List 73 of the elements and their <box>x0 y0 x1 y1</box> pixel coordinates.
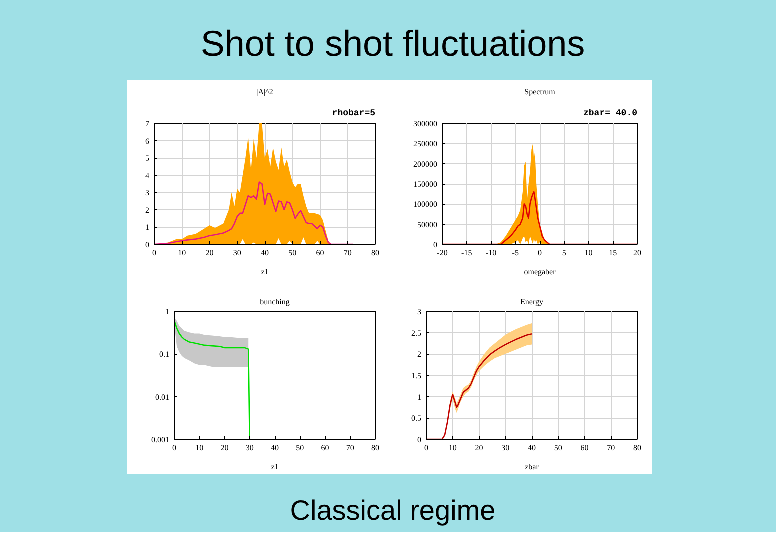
x-tick-label: 30 <box>233 248 242 258</box>
x-tick-label: 20 <box>206 248 214 258</box>
x-tick-label: 10 <box>196 444 204 452</box>
x-tick-label: -10 <box>486 248 497 258</box>
x-tick-label: 60 <box>316 248 324 258</box>
text: Classical regime <box>290 494 496 528</box>
y-tick-label: 0 <box>146 240 150 250</box>
chart-title: |A|^2 <box>256 88 274 96</box>
x-tick-label: 15 <box>609 248 618 258</box>
x-axis-title: z1 <box>261 268 269 276</box>
text: rhobar=5 <box>332 108 376 118</box>
x-tick-label: 50 <box>554 444 562 452</box>
x-tick-label: 80 <box>372 444 380 452</box>
x-tick-label: 80 <box>372 248 380 258</box>
y-tick-label: 0.01 <box>156 392 170 402</box>
y-tick-label: 300000 <box>414 120 438 128</box>
y-tick-label: 3 <box>418 308 422 316</box>
y-tick-label: 0.5 <box>412 414 422 424</box>
y-tick-label: 1 <box>166 308 170 316</box>
y-tick-label: 2 <box>418 350 422 360</box>
chart-title: Spectrum <box>524 88 556 96</box>
x-tick-label: 80 <box>634 444 642 452</box>
text: Shot to shot fluctuations <box>200 22 586 66</box>
x-axis-title: z1 <box>271 462 279 472</box>
y-tick-label: 100000 <box>414 200 438 210</box>
y-tick-label: 0.001 <box>152 436 170 444</box>
x-tick-label: 0 <box>172 444 176 452</box>
x-tick-label: -15 <box>462 248 472 258</box>
x-tick-label: 50 <box>288 248 297 258</box>
x-tick-label: 10 <box>178 248 186 258</box>
chart-title: bunching <box>260 298 290 306</box>
x-tick-label: 50 <box>296 444 304 452</box>
y-tick-label: 150000 <box>414 180 438 189</box>
x-axis-title: omegaber <box>524 268 556 276</box>
x-tick-label: 40 <box>271 444 279 452</box>
x-tick-label: -20 <box>437 248 448 258</box>
y-tick-label: 3 <box>146 188 150 198</box>
x-tick-label: 40 <box>261 248 269 258</box>
x-tick-label: 70 <box>607 444 616 452</box>
x-tick-label: 60 <box>580 444 589 452</box>
y-tick-label: 0 <box>418 436 422 444</box>
x-tick-label: 70 <box>346 444 354 452</box>
y-tick-label: 5 <box>146 154 150 164</box>
x-tick-label: 40 <box>528 444 536 452</box>
y-tick-label: 1 <box>418 392 422 402</box>
y-tick-label: 50000 <box>418 220 438 230</box>
x-tick-label: 20 <box>220 444 229 452</box>
x-tick-label: 5 <box>562 248 566 258</box>
x-axis-title: zbar <box>525 462 540 472</box>
y-tick-label: 250000 <box>414 140 438 149</box>
line-series <box>174 320 251 440</box>
y-tick-label: 1.5 <box>412 372 422 380</box>
y-tick-label: 1 <box>146 223 150 232</box>
x-tick-label: 60 <box>321 444 330 452</box>
x-tick-label: 20 <box>634 248 642 258</box>
x-tick-label: 10 <box>584 248 593 258</box>
x-tick-label: 70 <box>344 248 352 258</box>
y-tick-label: 0.1 <box>160 350 170 360</box>
y-tick-label: 6 <box>146 136 150 146</box>
x-tick-label: -5 <box>512 248 519 258</box>
text: zbar= 40.0 <box>583 108 638 118</box>
y-tick-label: 2.5 <box>412 328 422 338</box>
y-tick-label: 4 <box>146 171 150 180</box>
chart-title: Energy <box>520 298 544 306</box>
y-tick-label: 7 <box>146 120 150 128</box>
y-tick-label: 0 <box>434 240 438 250</box>
y-tick-label: 2 <box>146 206 150 215</box>
x-tick-label: 30 <box>502 444 510 452</box>
x-tick-label: 0 <box>538 248 542 258</box>
x-tick-label: 20 <box>475 444 484 452</box>
x-tick-label: 30 <box>246 444 254 452</box>
x-tick-label: 10 <box>448 444 457 452</box>
y-tick-label: 200000 <box>414 160 438 169</box>
